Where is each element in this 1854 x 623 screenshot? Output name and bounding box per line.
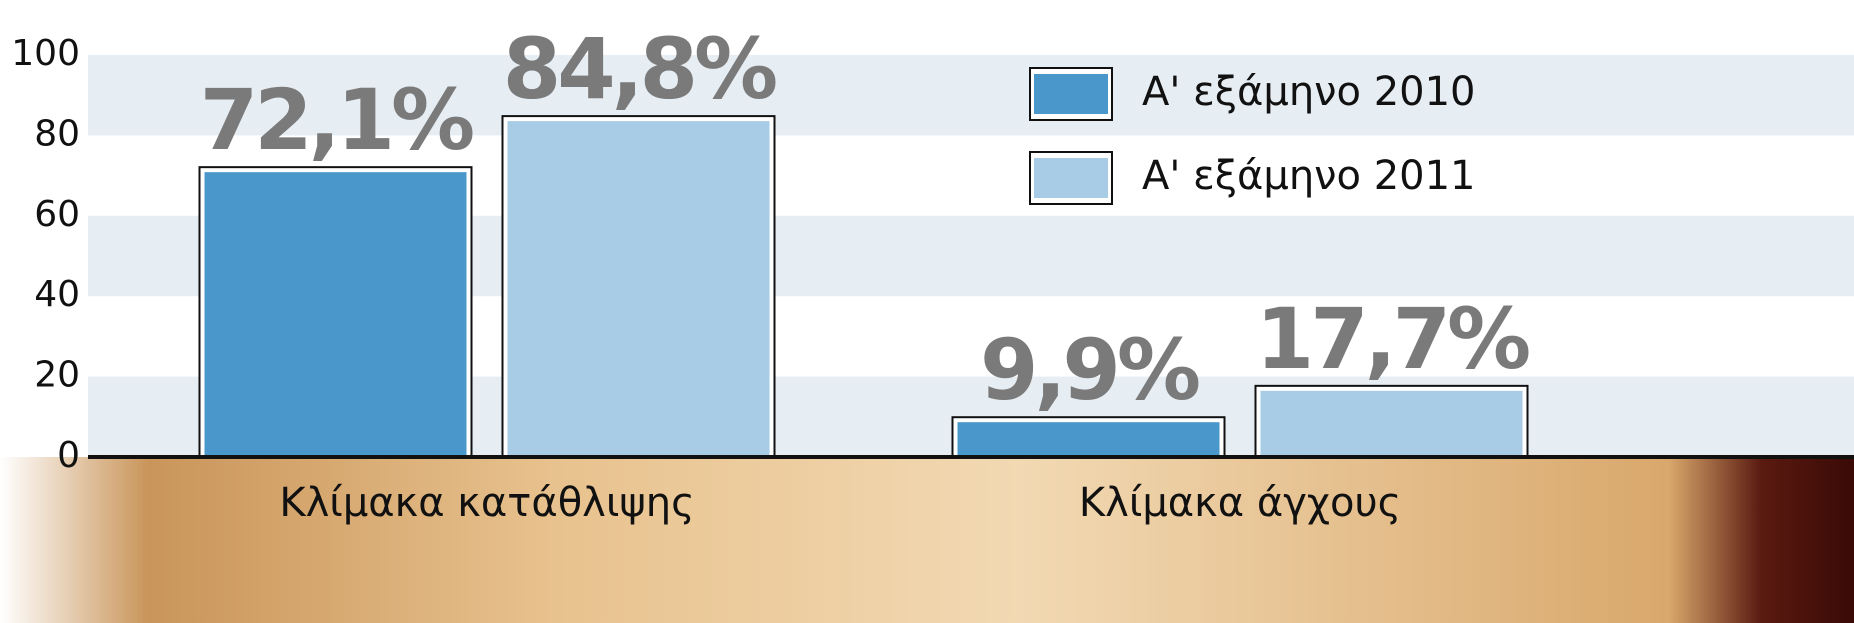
x-tick-label: Κλίμακα άγχους [1079, 480, 1401, 526]
legend-label: Α' εξάμηνο 2011 [1142, 153, 1476, 199]
y-tick-label: 40 [34, 274, 80, 315]
bar [204, 172, 467, 457]
bar [957, 422, 1220, 457]
value-label: 72,1% [200, 71, 473, 169]
x-tick-label: Κλίμακα κατάθλιψης [279, 480, 694, 526]
legend-swatch [1034, 158, 1108, 198]
legend-swatch [1034, 74, 1108, 114]
value-label: 17,7% [1256, 290, 1529, 388]
y-tick-label: 60 [34, 194, 80, 235]
y-tick-label: 0 [57, 435, 80, 476]
bar [1260, 390, 1523, 457]
y-tick-label: 80 [34, 113, 80, 154]
bar [507, 121, 770, 457]
photo-backdrop [0, 457, 1854, 623]
y-tick-label: 100 [11, 33, 80, 74]
value-label: 84,8% [503, 20, 776, 118]
legend-label: Α' εξάμηνο 2010 [1142, 69, 1476, 115]
y-tick-label: 20 [34, 355, 80, 396]
value-label: 9,9% [980, 321, 1199, 419]
grid-band [88, 55, 1854, 136]
